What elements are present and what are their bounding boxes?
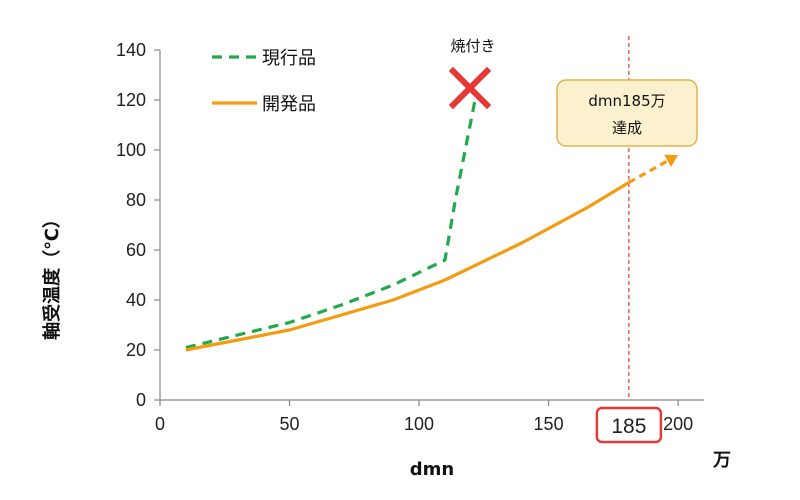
legend-label: 現行品 [262, 48, 316, 69]
callout-line1: dmn185万 [588, 92, 665, 110]
burn-marker-x [448, 66, 492, 110]
x-axis-unit: 万 [712, 450, 731, 471]
axes [159, 50, 704, 401]
x-tick-label: 50 [280, 414, 300, 434]
extension-arrow-head [664, 154, 679, 167]
x-tick-label: 200 [663, 414, 693, 434]
y-tick-label: 60 [126, 240, 146, 260]
x-tick-label: 0 [155, 414, 165, 434]
x-axis-label: dmn [410, 459, 454, 480]
x-tick-label: 150 [534, 414, 564, 434]
legend-label: 開発品 [262, 94, 316, 115]
y-ticks: 0 20 40 60 80 100 120 140 [116, 40, 160, 410]
y-tick-label: 80 [126, 190, 146, 210]
highlight-tick-label: 185 [611, 415, 646, 438]
extension-arrow-shaft [628, 159, 669, 184]
y-tick-label: 40 [126, 290, 146, 310]
x-tick-label: 100 [404, 414, 434, 434]
series-layer [185, 36, 679, 400]
y-tick-label: 100 [116, 140, 146, 160]
y-tick-label: 20 [126, 340, 146, 360]
callout-line2: 達成 [612, 119, 642, 137]
x-ticks: 0 50 100 150 200 185 [155, 400, 693, 444]
y-tick-label: 120 [116, 90, 146, 110]
callout-box [556, 79, 698, 147]
y-tick-label: 140 [116, 40, 146, 60]
burn-label: 焼付き [450, 37, 495, 55]
highlight-tick-box [595, 406, 663, 444]
y-axis-label: 軸受温度（℃） [41, 210, 63, 340]
series-line-developed [185, 181, 630, 352]
y-tick-label: 0 [136, 390, 146, 410]
series-line-current [185, 94, 478, 350]
